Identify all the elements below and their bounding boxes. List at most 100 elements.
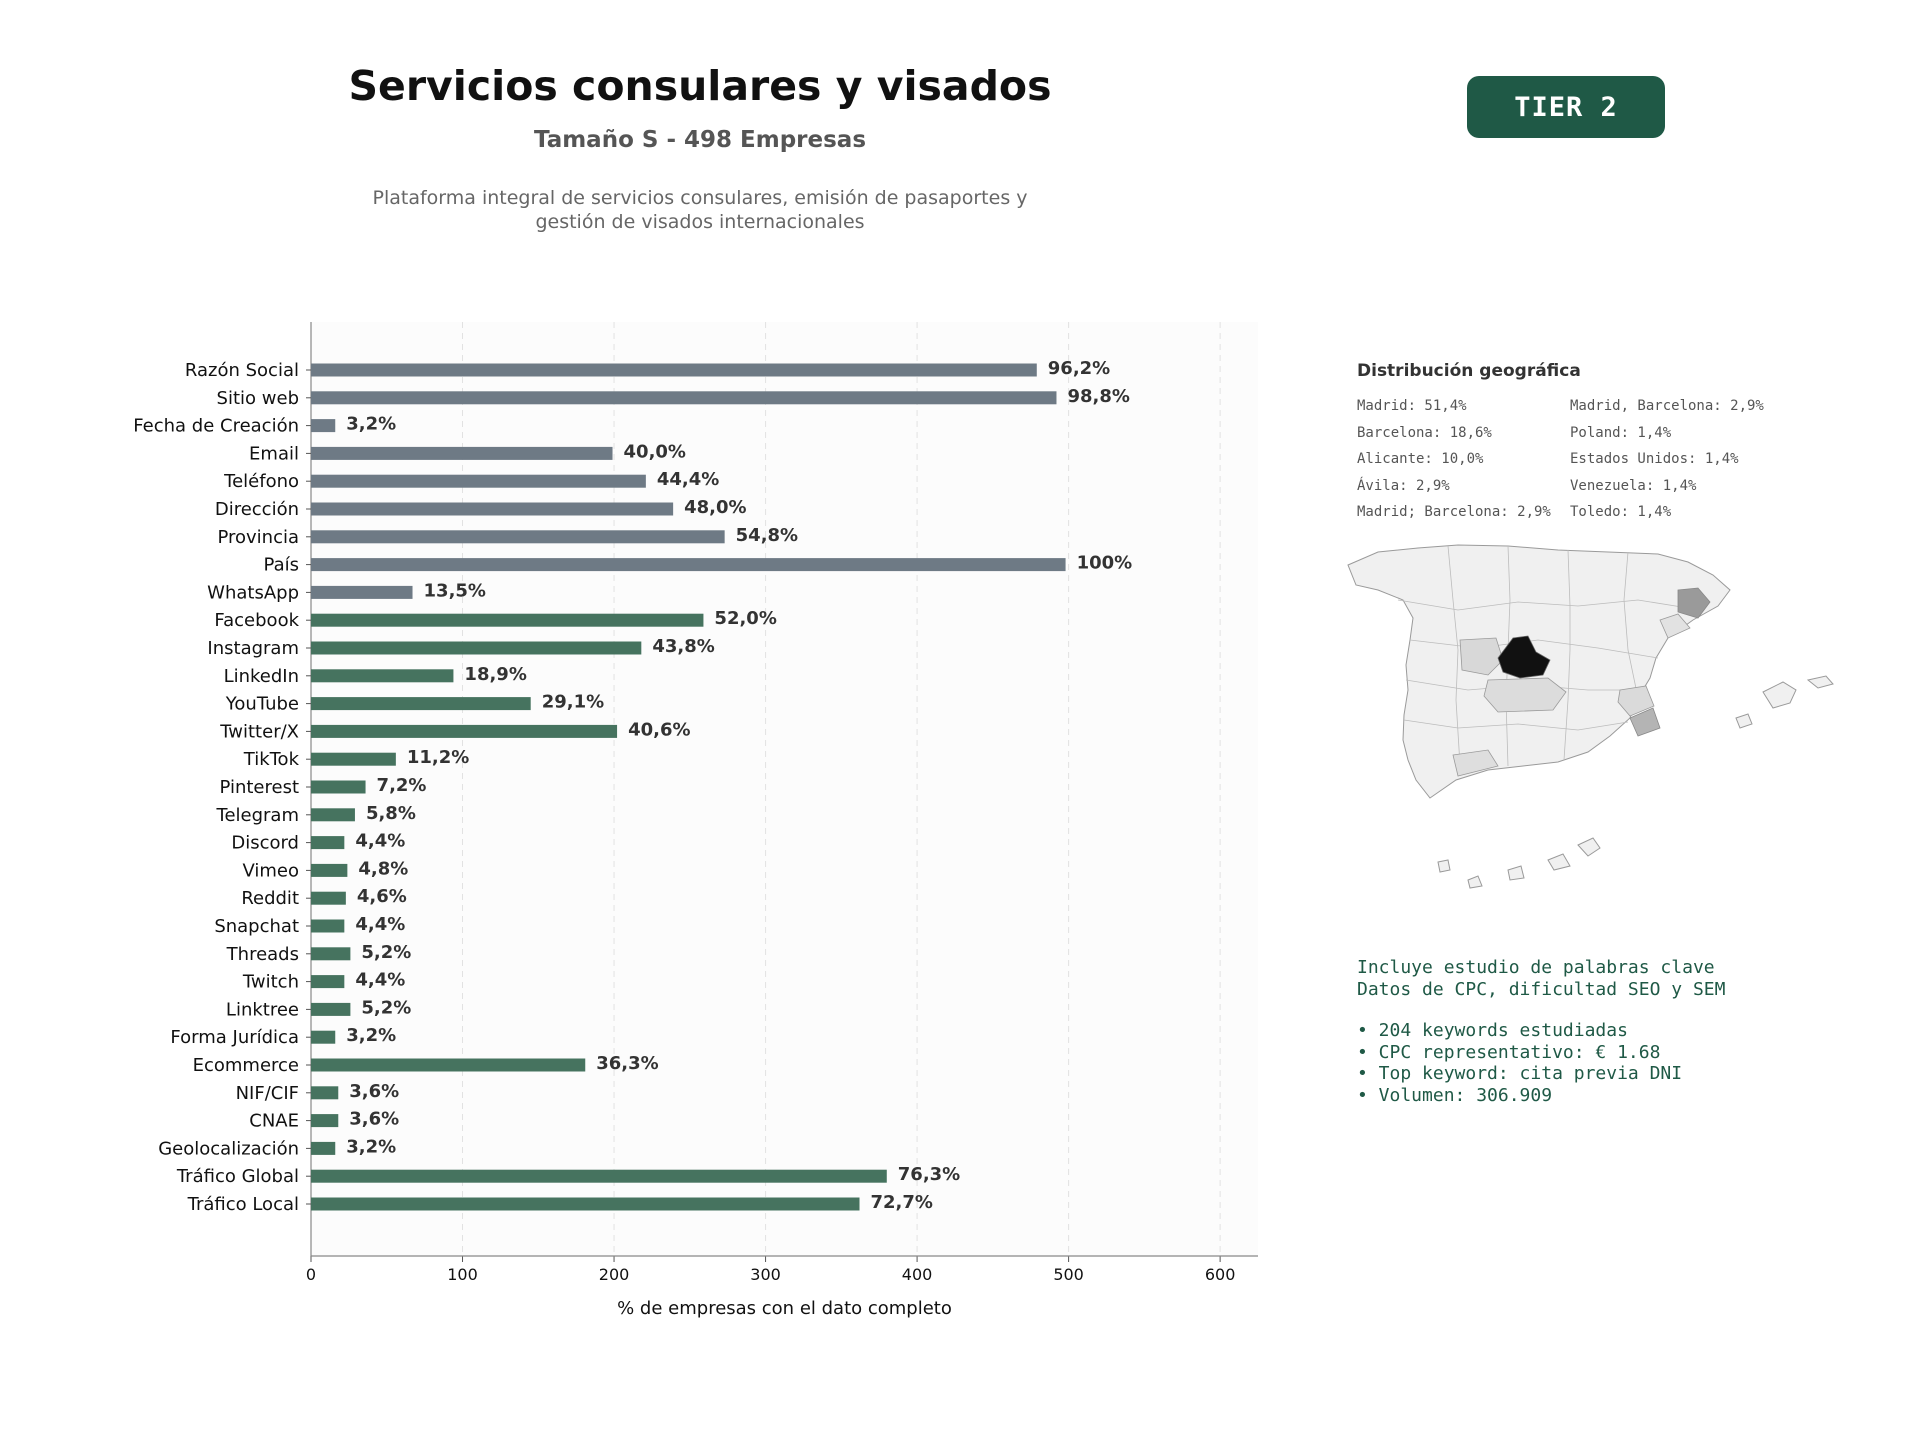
category-label: YouTube (225, 694, 299, 715)
category-label: Tráfico Local (187, 1194, 299, 1215)
category-label: Teléfono (223, 471, 299, 492)
bar (311, 1169, 887, 1183)
category-label: Twitch (242, 972, 299, 993)
map-canary-3 (1507, 865, 1525, 881)
geo-item: Poland: 1,4% (1570, 424, 1672, 441)
category-label: Dirección (215, 499, 299, 520)
category-label: Vimeo (242, 860, 299, 881)
tier-badge: TIER 2 (1467, 76, 1665, 138)
bar (311, 1058, 586, 1072)
bar (311, 891, 346, 905)
map-canary-1 (1577, 837, 1601, 857)
category-label: Snapchat (214, 916, 299, 937)
data-label: 43,8% (652, 636, 714, 657)
x-tick-label: 600 (1205, 1265, 1236, 1284)
category-label: Razón Social (185, 360, 299, 381)
data-label: 3,2% (346, 414, 396, 435)
x-tick-label: 200 (599, 1265, 630, 1284)
data-label: 36,3% (596, 1053, 658, 1074)
geo-item: Madrid: 51,4% (1357, 398, 1467, 414)
bar (311, 752, 396, 766)
bar (311, 558, 1066, 572)
map-region-toledo (1483, 677, 1567, 713)
geo-item: Alicante: 10,0% (1357, 451, 1484, 467)
x-tick-label: 100 (447, 1265, 478, 1284)
bar (311, 1030, 336, 1044)
bar (311, 613, 704, 627)
data-label: 3,2% (346, 1025, 396, 1046)
category-label: CNAE (249, 1111, 299, 1132)
category-label: Telegram (216, 805, 299, 826)
info-line: Incluye estudio de palabras clave (1357, 957, 1715, 978)
page-title: Servicios consulares y visados (348, 62, 1052, 110)
category-label: WhatsApp (207, 582, 299, 603)
info-bullet: • 204 keywords estudiadas (1357, 1020, 1628, 1041)
category-label: Fecha de Creación (133, 416, 299, 437)
bar-chart: 0 100 200 300 400 500 600 Razón Social 96,2% Siti… (133, 322, 1258, 1319)
geo-item: Toledo: 1,4% (1570, 504, 1672, 520)
data-label: 4,8% (358, 858, 408, 879)
data-label: 100% (1077, 553, 1133, 574)
category-label: Linktree (226, 999, 299, 1020)
bar (311, 1197, 860, 1211)
description-line: gestión de visados internacionales (535, 211, 865, 233)
bar (311, 808, 355, 822)
bar (311, 1086, 339, 1100)
data-label: 52,0% (714, 608, 776, 629)
category-label: NIF/CIF (236, 1083, 299, 1104)
map-canary-2 (1547, 853, 1571, 871)
info-bullet: • Top keyword: cita previa DNI (1357, 1063, 1683, 1084)
category-label: Facebook (214, 610, 299, 631)
data-label: 72,7% (871, 1192, 933, 1213)
bar (311, 1141, 336, 1155)
data-label: 5,2% (361, 942, 411, 963)
category-label: Forma Jurídica (170, 1027, 299, 1048)
bar (311, 1002, 351, 1016)
data-label: 3,6% (349, 1109, 399, 1130)
map-region-avila (1459, 637, 1504, 676)
bar (311, 641, 642, 655)
page-subtitle: Tamaño S - 498 Empresas (533, 127, 867, 153)
page-description: Plataforma integral de servicios consula… (300, 186, 1100, 234)
data-label: 4,6% (357, 886, 407, 907)
plot-area (311, 322, 1258, 1256)
bar (311, 975, 345, 989)
bar (311, 530, 725, 544)
map-region-alicante (1629, 707, 1661, 737)
data-label: 4,4% (355, 831, 405, 852)
info-bullet: • Volumen: 306.909 (1357, 1084, 1553, 1106)
map-balearic-ibiza (1735, 713, 1753, 729)
data-label: 18,9% (464, 664, 526, 685)
bar (311, 724, 618, 738)
data-label: 96,2% (1048, 358, 1110, 379)
geo-item: Ávila: 2,9% (1357, 477, 1450, 494)
data-label: 7,2% (377, 775, 427, 796)
data-label: 54,8% (736, 525, 798, 546)
keywords-info: Incluye estudio de palabras clave Datos … (1357, 957, 1725, 1106)
geo-list: Madrid: 51,4% Barcelona: 18,6% Alicante:… (1357, 398, 1797, 531)
map-region-valencia (1617, 685, 1655, 717)
bar (311, 363, 1037, 377)
geo-item: Estados Unidos: 1,4% (1570, 451, 1739, 467)
bar (311, 1114, 339, 1128)
x-tick-label: 300 (750, 1265, 781, 1284)
data-label: 98,8% (1067, 386, 1129, 407)
data-label: 11,2% (407, 747, 469, 768)
category-label: Email (249, 443, 299, 464)
info-line: Datos de CPC, dificultad SEO y SEM (1357, 978, 1726, 1000)
bar (311, 919, 345, 933)
category-label: Reddit (241, 888, 299, 909)
category-label: Pinterest (219, 777, 299, 798)
geo-item: Barcelona: 18,6% (1357, 424, 1492, 441)
x-tick-label: 500 (1053, 1265, 1084, 1284)
bar (311, 947, 351, 961)
bar (311, 446, 613, 460)
map-region-madrid (1497, 635, 1551, 679)
bar (311, 780, 366, 794)
data-label: 40,6% (628, 719, 690, 740)
map-region-tarragona (1659, 613, 1691, 639)
data-label: 4,4% (355, 914, 405, 935)
data-label: 48,0% (684, 497, 746, 518)
bar (311, 585, 413, 599)
geo-title: Distribución geográfica (1357, 361, 1581, 381)
